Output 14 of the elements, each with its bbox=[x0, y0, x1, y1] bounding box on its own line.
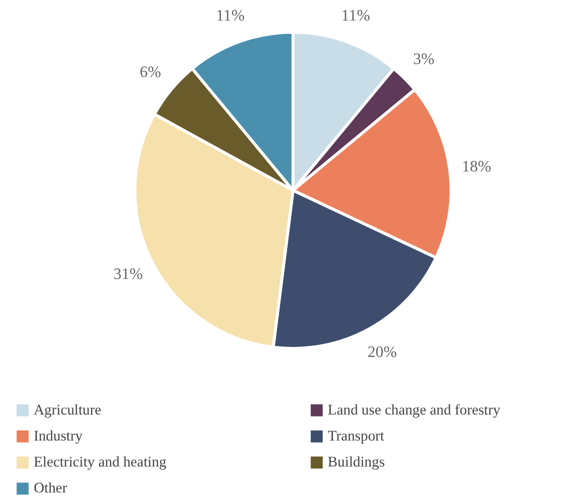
legend-label: Buildings bbox=[328, 454, 386, 471]
data-label: 20% bbox=[367, 344, 397, 362]
data-label: 3% bbox=[413, 50, 434, 68]
legend-label: Industry bbox=[34, 428, 84, 444]
data-label: 11% bbox=[341, 8, 370, 25]
data-label: 11% bbox=[216, 8, 245, 25]
data-label: 18% bbox=[462, 158, 492, 176]
data-label: 6% bbox=[140, 64, 162, 81]
legend-label: Agriculture bbox=[34, 402, 102, 418]
data-label: 31% bbox=[114, 266, 143, 283]
legend-label: Electricity and heating bbox=[34, 454, 168, 471]
legend-label: Land use change and forestry bbox=[328, 402, 502, 418]
legend-label: Other bbox=[34, 480, 68, 497]
legend-label: Transport bbox=[328, 428, 384, 444]
